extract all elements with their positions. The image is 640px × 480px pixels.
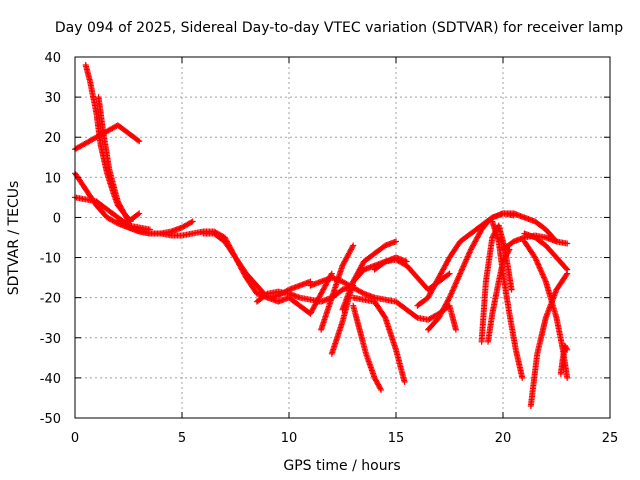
data-point xyxy=(328,271,335,278)
data-point xyxy=(452,326,459,333)
y-tick-label: -30 xyxy=(40,332,61,347)
data-point xyxy=(189,218,196,225)
data-point xyxy=(563,265,570,272)
data-point xyxy=(350,242,357,249)
data-point xyxy=(484,219,491,226)
data-point xyxy=(136,210,143,217)
data-point xyxy=(359,289,366,296)
series-sat-2 xyxy=(72,170,314,301)
chart-title: Day 094 of 2025, Sidereal Day-to-day VTE… xyxy=(55,20,623,36)
data-point xyxy=(564,240,571,247)
x-tick-label: 0 xyxy=(71,431,79,446)
x-tick-label: 15 xyxy=(388,431,405,446)
series-sat-23 xyxy=(485,246,513,345)
y-tick-label: 40 xyxy=(44,51,61,66)
data-point xyxy=(564,270,571,277)
data-point xyxy=(135,211,142,218)
y-tick-label: -10 xyxy=(40,252,61,267)
data-point xyxy=(377,385,384,392)
series-sat-7 xyxy=(200,230,292,305)
data-point xyxy=(378,386,385,393)
series-sat-5 xyxy=(95,94,143,225)
y-tick-label: 20 xyxy=(44,131,61,146)
series-sat-19 xyxy=(425,270,453,293)
plot-frame xyxy=(74,56,611,419)
data-point xyxy=(401,378,408,385)
series-sat-20 xyxy=(478,222,515,345)
data-point xyxy=(519,374,526,381)
data-point xyxy=(136,138,143,145)
data-points xyxy=(72,62,571,409)
series-sat-18 xyxy=(425,218,492,333)
data-point xyxy=(564,346,571,353)
data-point xyxy=(381,313,388,320)
x-axis-title: GPS time / hours xyxy=(283,458,400,474)
series-sat-28 xyxy=(557,342,571,377)
series-sat-11 xyxy=(318,242,357,333)
data-point xyxy=(446,270,453,277)
y-axis-title: SDTVAR / TECUs xyxy=(6,181,22,296)
y-tick-label: 10 xyxy=(44,171,61,186)
data-point xyxy=(349,243,356,250)
data-point xyxy=(263,291,270,298)
y-tick-label: -20 xyxy=(40,292,61,307)
x-tick-label: 25 xyxy=(602,431,619,446)
series-sat-24 xyxy=(500,232,571,253)
series-sat-1 xyxy=(72,122,143,153)
x-tick-label: 10 xyxy=(281,431,298,446)
y-tick-label: -50 xyxy=(40,412,61,427)
data-point xyxy=(563,271,570,278)
data-point xyxy=(564,374,571,381)
axis-ticks: 0 5 10 15 20 25 -50 -40 -30 -20 -10 0 10 20 30 40 xyxy=(40,51,619,446)
x-tick-label: 5 xyxy=(178,431,186,446)
series-sat-14 xyxy=(350,302,385,393)
data-point xyxy=(445,296,452,303)
data-point xyxy=(124,223,131,230)
series-sat-26 xyxy=(527,270,571,409)
data-point xyxy=(505,247,512,254)
series-sat-15 xyxy=(350,294,408,385)
y-tick-label: -40 xyxy=(40,372,61,387)
data-point xyxy=(413,313,420,320)
y-tick-label: 0 xyxy=(53,211,61,226)
data-point xyxy=(135,137,142,144)
series-sat-6 xyxy=(114,218,196,237)
x-tick-label: 20 xyxy=(495,431,512,446)
series-sat-22 xyxy=(489,210,560,245)
data-point xyxy=(563,345,570,352)
data-point xyxy=(188,219,195,226)
data-point xyxy=(381,259,388,266)
data-point xyxy=(508,286,515,293)
data-point xyxy=(393,238,399,245)
series-sat-25 xyxy=(521,230,571,273)
data-point xyxy=(445,271,452,278)
y-tick-label: 30 xyxy=(44,91,61,106)
